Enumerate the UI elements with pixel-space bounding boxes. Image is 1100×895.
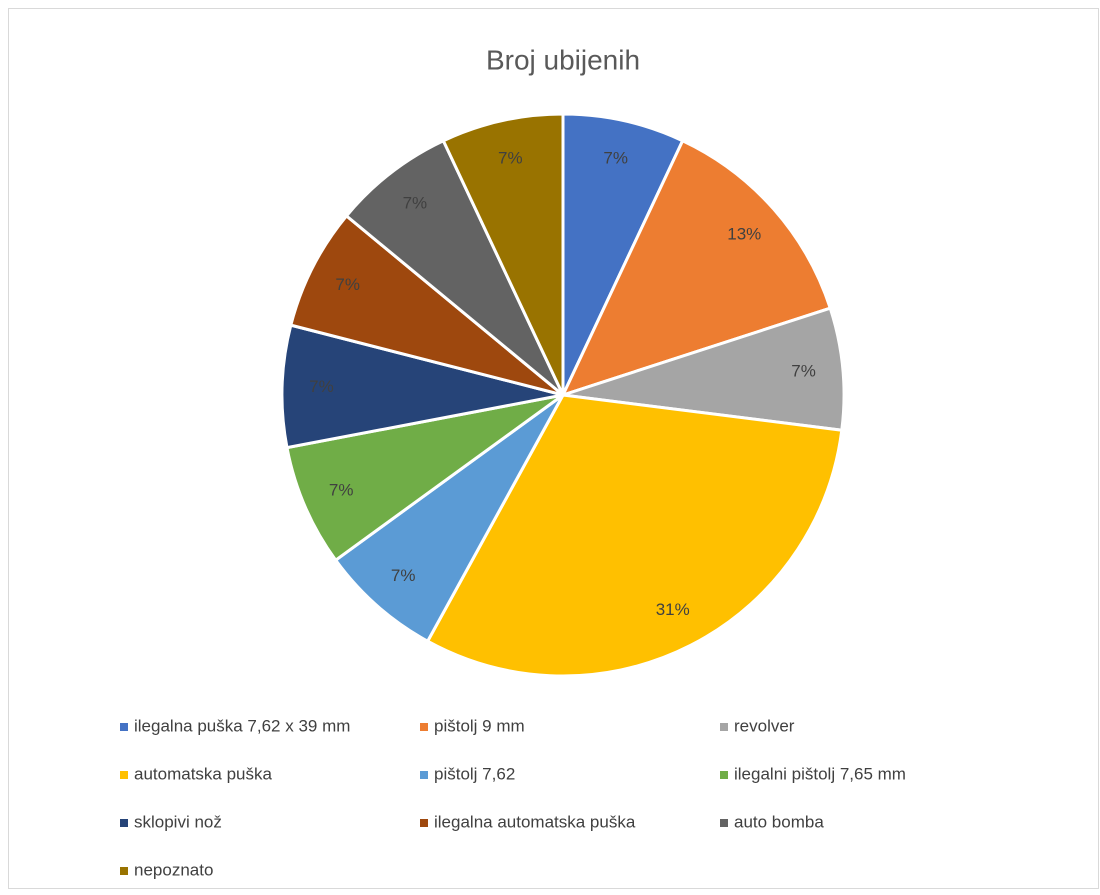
legend-label: ilegalna puška 7,62 x 39 mm <box>134 716 350 735</box>
pie-slice <box>285 393 564 563</box>
pie-slice <box>344 138 565 397</box>
pie-slice <box>561 112 685 396</box>
data-label: 7% <box>498 149 523 168</box>
data-label: 7% <box>603 149 628 168</box>
legend-marker <box>720 771 728 779</box>
legend-marker <box>720 819 728 827</box>
legend-marker <box>420 723 428 731</box>
legend: ilegalna puška 7,62 x 39 mm pištolj 9 mm r… <box>120 716 906 879</box>
legend-label: nepoznato <box>134 860 213 879</box>
pie-slice <box>333 393 565 644</box>
pie-slice <box>425 393 844 678</box>
data-label: 7% <box>391 566 416 585</box>
legend-label: sklopivi nož <box>134 812 222 831</box>
pie-slice <box>560 138 833 398</box>
data-label: 7% <box>329 480 354 499</box>
chart-title: Broj ubijenih <box>486 44 640 75</box>
legend-label: pištolj 7,62 <box>434 764 515 783</box>
legend-label: pištolj 9 mm <box>434 716 525 735</box>
legend-label: ilegalni pištolj 7,65 mm <box>734 764 906 783</box>
legend-marker <box>720 723 728 731</box>
legend-label: ilegalna automatska puška <box>434 812 636 831</box>
pie-slice <box>289 213 564 397</box>
legend-marker <box>120 771 128 779</box>
legend-marker <box>420 819 428 827</box>
legend-label: revolver <box>734 716 795 735</box>
legend-marker <box>120 867 128 875</box>
pie: 7% 13% 7% 31% 7% 7% 7% 7% 7% 7% <box>280 112 846 678</box>
pie-slice <box>280 323 564 450</box>
pie-slice <box>562 306 846 432</box>
legend-label: automatska puška <box>134 764 273 783</box>
legend-marker <box>420 771 428 779</box>
data-label: 13% <box>727 225 761 244</box>
legend-marker <box>120 819 128 827</box>
data-label: 7% <box>335 275 360 294</box>
pie-slice <box>441 112 565 396</box>
legend-marker <box>120 723 128 731</box>
data-label: 7% <box>403 194 428 213</box>
legend-label: auto bomba <box>734 812 824 831</box>
data-label: 7% <box>309 377 334 396</box>
data-label: 7% <box>791 362 816 381</box>
data-label: 31% <box>656 600 690 619</box>
